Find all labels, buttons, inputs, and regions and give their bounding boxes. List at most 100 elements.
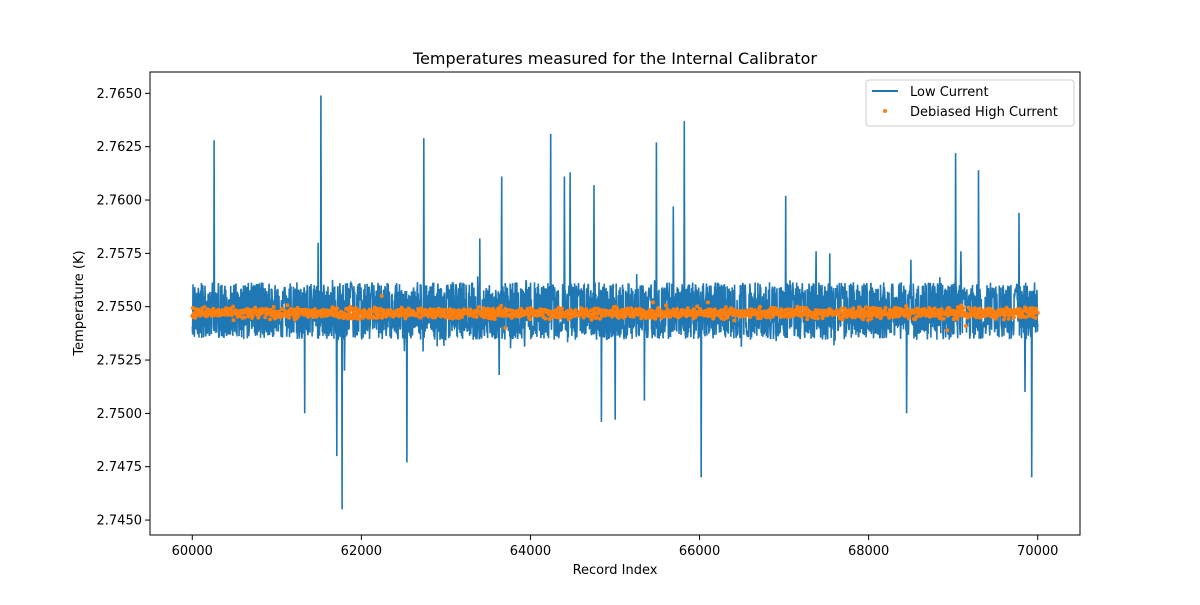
scatter-point [653,316,658,321]
scatter-point [866,318,870,323]
scatter-point [231,304,235,309]
scatter-point [357,317,362,322]
y-tick-label: 2.7525 [97,354,143,369]
scatter-point [231,318,236,323]
y-tick-label: 2.7575 [97,247,143,262]
scatter-point [271,305,276,309]
scatter-point [1034,306,1039,311]
scatter-point [597,316,602,321]
x-tick-label: 64000 [510,544,551,559]
scatter-point [202,305,207,310]
scatter-point [335,306,340,311]
y-tick-label: 2.7500 [97,407,143,422]
y-tick-label: 2.7625 [97,140,143,155]
scatter-point [540,312,545,316]
scatter-point [306,314,311,319]
scatter-point-outlier [963,323,968,328]
x-tick-label: 68000 [848,544,889,559]
scatter-point [972,306,977,311]
scatter-point [758,304,763,309]
scatter-point [798,306,803,310]
scatter-point-outlier [379,294,384,298]
scatter-point-outlier [945,328,950,333]
scatter-point [428,307,433,312]
scatter-point [196,307,201,312]
scatter-point [528,317,533,322]
scatter-point [1017,307,1022,312]
legend-dot-sample [883,109,887,113]
scatter-point [190,306,195,310]
plot-frame [149,71,1081,536]
scatter-point [719,308,723,313]
scatter-point [904,304,909,309]
scatter-point [769,305,774,310]
scatter-point [631,314,636,319]
scatter-point [281,307,286,312]
scatter-point [861,317,866,322]
legend-label-low-current: Low Current [910,85,989,100]
y-axis: 2.7450 2.7475 2.7500 2.7525 2.7550 2.7575 2.76… [97,87,150,529]
scatter-point [242,315,247,320]
scatter-point [296,314,301,318]
scatter-point [732,318,737,323]
scatter-point [556,305,561,310]
scatter-point-outlier [651,300,655,305]
scatter-point [815,316,820,321]
scatter-point [459,315,464,319]
scatter-point [287,315,291,320]
x-axis: 60000 62000 64000 66000 68000 70000 [172,535,1058,559]
scatter-point [1006,316,1011,321]
scatter-point [250,314,255,319]
y-axis-label: Temperature (K) [72,250,87,356]
scatter-point [804,306,809,311]
scatter-point [1023,315,1028,320]
y-tick-label: 2.7475 [97,460,143,475]
scatter-point [675,307,680,312]
scatter-point [406,306,411,311]
scatter-point [894,310,899,315]
scatter-point [795,304,800,309]
scatter-point [268,317,272,322]
x-tick-label: 66000 [679,544,720,559]
y-tick-label: 2.7650 [97,87,143,102]
scatter-point [482,306,487,311]
scatter-point [415,313,420,318]
scatter-point [955,316,960,321]
scatter-point [559,306,564,311]
scatter-point [820,316,825,321]
scatter-point [263,315,268,320]
x-tick-label: 70000 [1017,544,1058,559]
scatter-point [659,316,664,320]
scatter-point [664,303,668,308]
scatter-point [474,314,479,319]
legend-box [865,79,1075,127]
scatter-point [498,306,503,311]
series-scatter-debiased-high-current [190,294,1040,333]
scatter-point [851,306,856,311]
scatter-point [932,306,937,311]
scatter-point-outlier [706,300,710,305]
scatter-point [316,313,321,318]
series-line-low-current [191,95,1039,510]
x-tick-label: 62000 [341,544,382,559]
scatter-point [573,308,578,313]
scatter-point [839,306,844,311]
scatter-point [840,317,845,322]
scatter-point [492,317,497,321]
scatter-point [623,314,628,319]
scatter-point [723,305,728,310]
scatter-point [967,314,972,319]
scatter-point [499,303,504,308]
scatter-point [256,315,261,320]
scatter-point [684,314,689,319]
scatter-point-outlier [503,326,508,330]
scatter-point [615,308,620,313]
scatter-point [637,306,642,311]
plot-series [190,95,1040,510]
scatter-point [941,316,946,321]
legend: Low Current Debiased High Current [865,79,1075,127]
scatter-point [1035,310,1040,315]
scatter-point [350,306,354,311]
scatter-point [805,317,810,322]
